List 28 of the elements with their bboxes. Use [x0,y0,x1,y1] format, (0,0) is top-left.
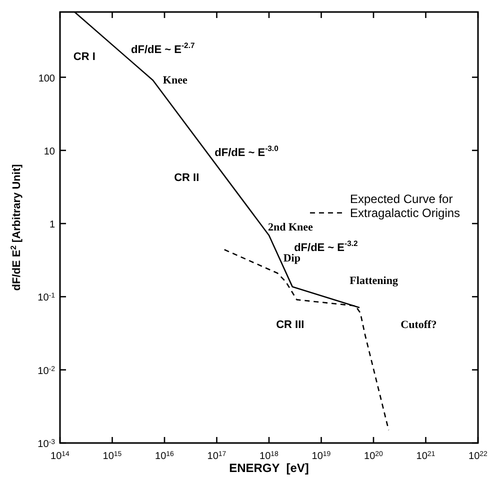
annotation: dF/dE ~ E$^{-2.7}$ [131,40,195,56]
x-axis-title: ENERGY [eV] [229,461,309,475]
annotation: CR I [73,50,96,63]
annotation: CR II [174,172,200,184]
annotation: CR III [276,318,304,331]
y-tick-label: 10 [44,146,56,158]
annotation: Cutoff? [400,318,437,330]
annotation: Dip [283,252,300,264]
x-tick-label: 10$^{16}$ [155,450,174,462]
y-tick-label: 100 [38,73,56,84]
x-tick-label: 10$^{21}$ [416,450,436,462]
x-tick-label: 10$^{22}$ [468,450,488,462]
y-tick-label: 10$^{-1}$ [38,292,56,304]
y-tick-label: 10$^{-3}$ [38,438,56,450]
x-tick-label: 10$^{14}$ [50,450,70,462]
y-tick-label: 10$^{-2}$ [38,365,56,377]
y-tick-label: 1 [49,220,56,231]
annotation: dF/dE ~ E$^{-3.2}$ [294,238,358,254]
legend-label: Expected Curve for Extragalactic Origins [350,192,460,220]
annotation: Flattening [350,274,398,286]
annotation: dF/dE ~ E$^{-3.0}$ [214,143,278,159]
x-tick-label: 10$^{20}$ [364,450,384,462]
x-tick-label: 10$^{15}$ [102,450,122,462]
x-tick-label: 10$^{17}$ [207,450,226,462]
x-tick-label: 10$^{19}$ [312,450,331,462]
annotation: 2nd Knee [268,220,314,233]
annotation: Knee [162,74,188,86]
x-tick-label: 10$^{18}$ [260,450,279,462]
